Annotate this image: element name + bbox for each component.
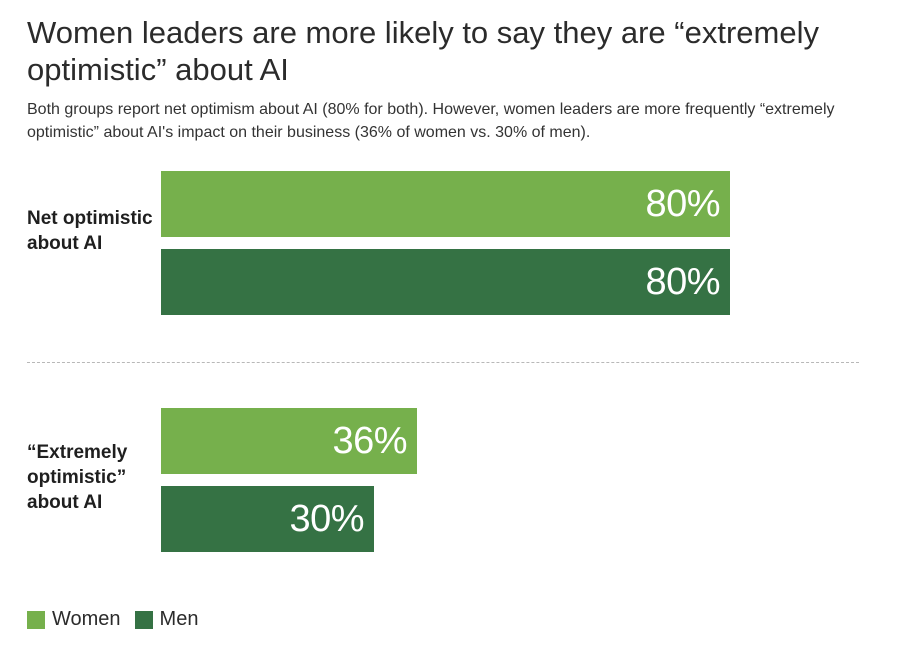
legend-swatch-men — [134, 610, 153, 629]
chart-subtitle: Both groups report net optimism about AI… — [27, 101, 835, 141]
legend-label-men: Men — [159, 608, 199, 630]
category-label-extremely-optimistic: “Extremely optimistic” about AI — [27, 442, 128, 513]
data-label-women-net-optimistic: 80% — [645, 183, 720, 225]
bar-men-net-optimistic: 80% — [161, 249, 730, 315]
group-divider — [27, 362, 859, 363]
data-label-women-extremely-optimistic: 36% — [332, 420, 407, 462]
chart-title: Women leaders are more likely to say the… — [27, 15, 819, 87]
data-label-men-extremely-optimistic: 30% — [289, 498, 364, 540]
legend-swatch-women — [27, 610, 45, 629]
legend-label-women: Women — [52, 608, 121, 630]
legend-item-men: Men — [134, 608, 199, 631]
category-label-net-optimistic: Net optimistic about AI — [27, 208, 153, 254]
legend-item-women: Women — [27, 608, 121, 631]
data-label-men-net-optimistic: 80% — [645, 261, 720, 303]
bar-men-extremely-optimistic: 30% — [161, 486, 374, 552]
legend: Women Men — [27, 608, 212, 631]
bar-women-extremely-optimistic: 36% — [161, 408, 417, 474]
bar-women-net-optimistic: 80% — [161, 171, 730, 237]
